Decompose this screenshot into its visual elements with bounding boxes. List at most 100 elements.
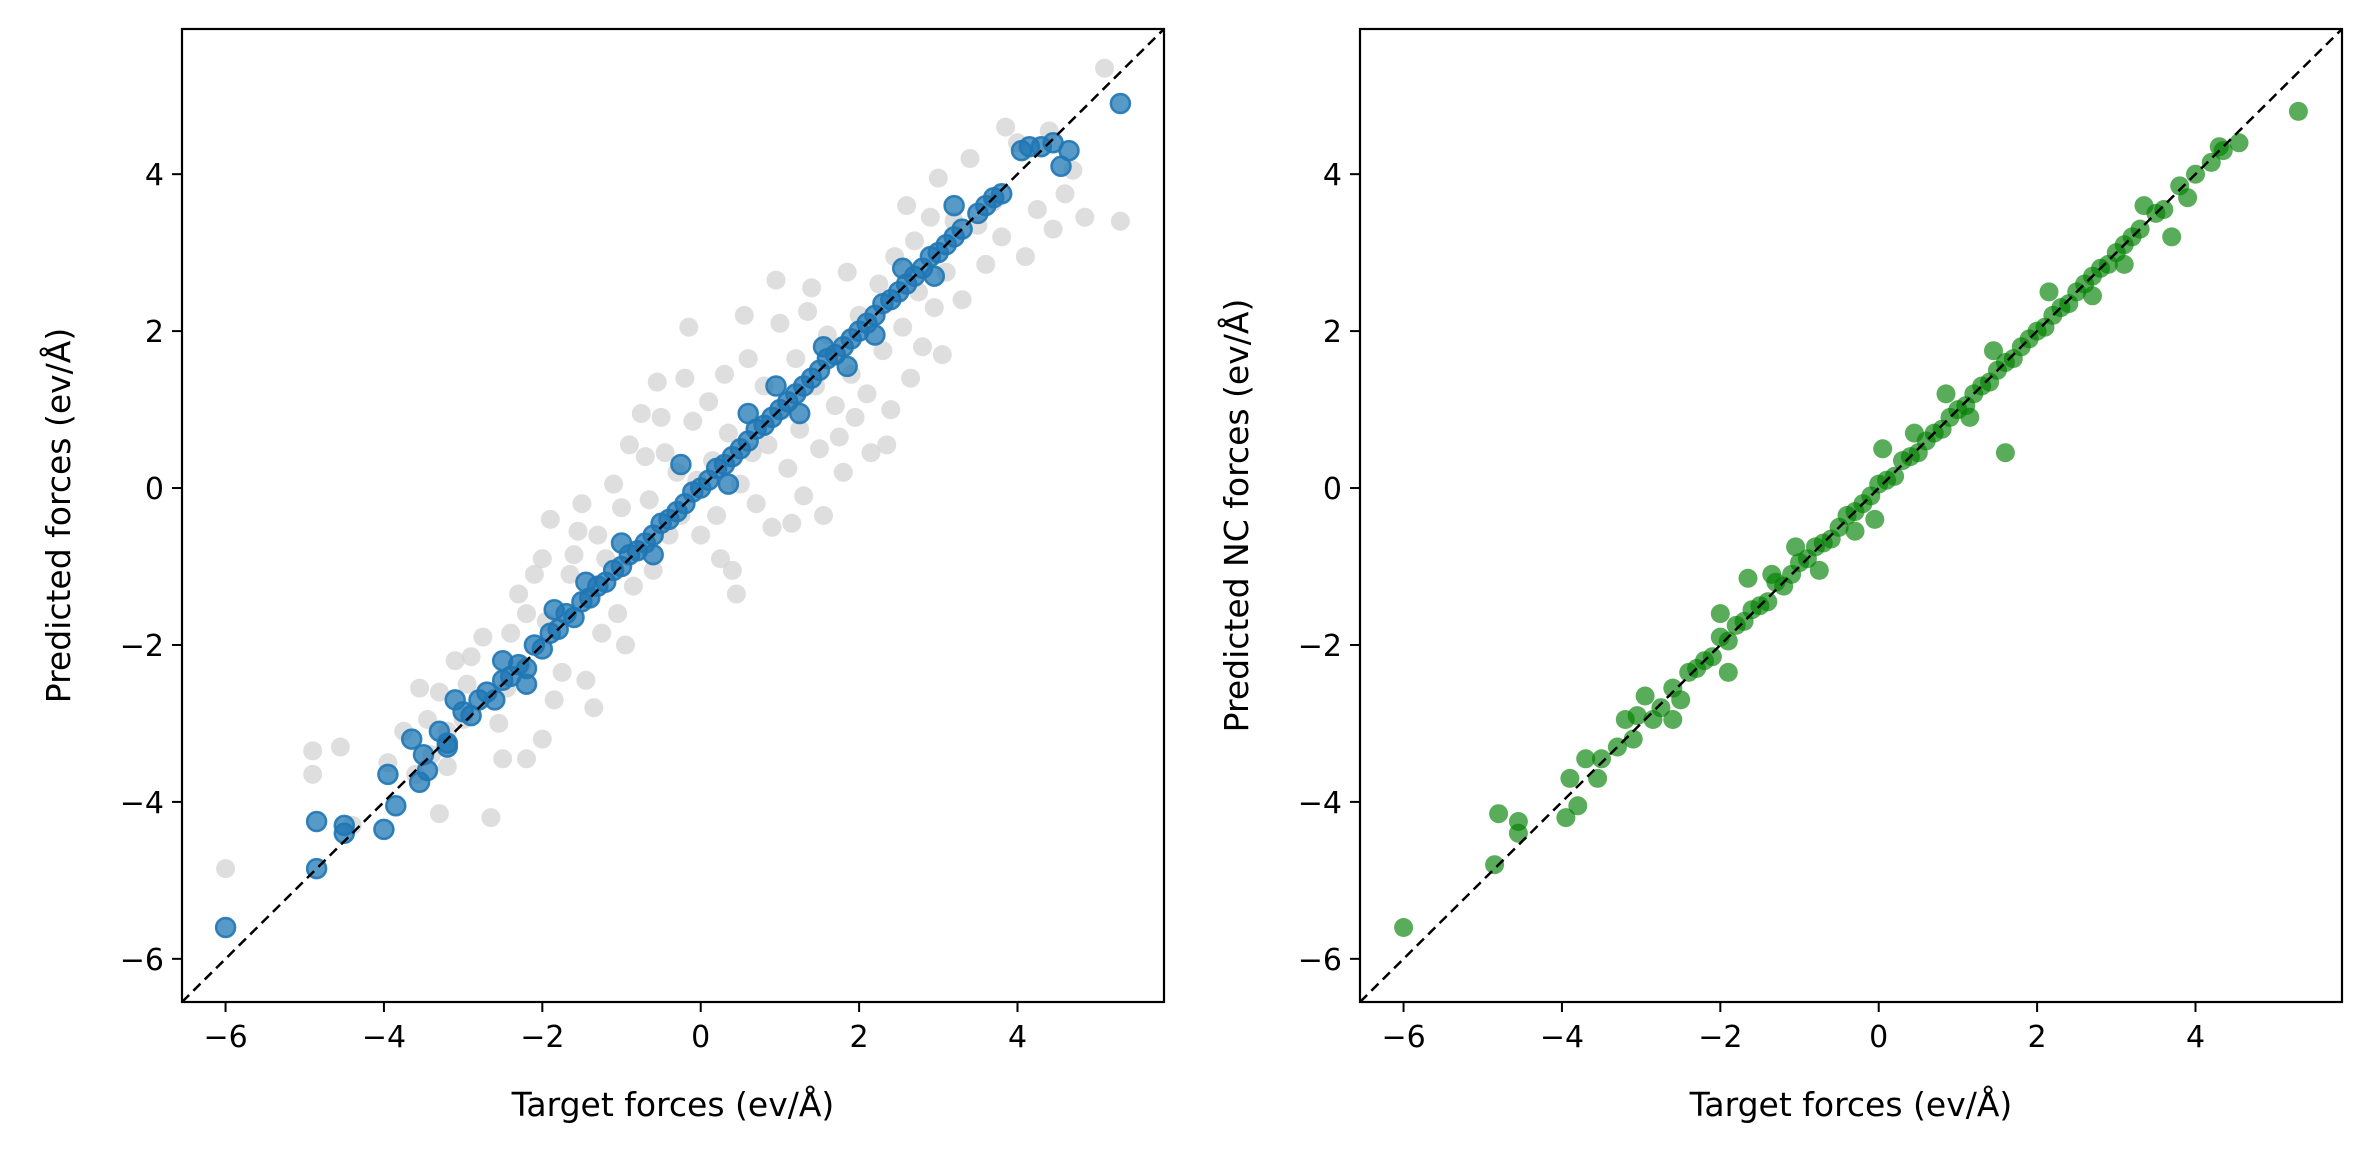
left-x-tick-label-1: −4 — [362, 1020, 406, 1055]
left-series-1-point-2 — [305, 810, 328, 833]
left-series-0-point-105 — [952, 290, 972, 310]
right-series-0-point-14 — [1627, 706, 1647, 726]
right-series-0-point-92 — [1873, 439, 1893, 459]
left-series-1-point-94 — [610, 532, 633, 554]
right-series-0-point-6 — [1560, 768, 1580, 788]
left-series-0-point-47 — [639, 490, 659, 510]
right-series-0-point-93 — [1995, 443, 2015, 463]
left-series-0-point-55 — [683, 411, 703, 431]
left-series-1-point-91 — [1109, 92, 1132, 115]
left-series-0-point-21 — [501, 623, 521, 643]
left-series-0-point-42 — [612, 498, 631, 518]
left-series-0-point-101 — [924, 298, 944, 318]
left-series-1-point-105 — [923, 265, 946, 287]
right-series-0-point-1 — [1485, 855, 1505, 875]
right-series-0-point-10 — [1592, 749, 1611, 769]
left-x-tick-label-3: 0 — [691, 1020, 710, 1055]
left-series-0-point-132 — [928, 168, 948, 188]
left-series-0-point-30 — [544, 690, 564, 710]
left-series-1-point-11 — [416, 759, 439, 782]
left-series-0-point-125 — [489, 713, 509, 733]
left-series-0-point-40 — [604, 474, 624, 494]
left-series-0-point-75 — [786, 349, 806, 369]
right-series-0-point-90 — [1710, 604, 1730, 624]
right-y-axis-label: Predicted NC forces (ev/Å) — [1216, 299, 1256, 733]
right-y-tick-label-1: −4 — [1298, 786, 1342, 821]
left-series-0-point-99 — [913, 337, 932, 357]
right-y-tick-label-0: −6 — [1298, 943, 1342, 978]
left-series-0-point-97 — [901, 368, 921, 388]
right-series-0-point-101 — [1936, 384, 1956, 404]
left-y-tick-label-3: 0 — [145, 472, 164, 507]
left-series-1-point-107 — [515, 673, 538, 695]
left-series-1-point-8 — [400, 728, 423, 750]
left-series-0-point-13 — [445, 651, 465, 671]
left-series-0-point-115 — [1043, 219, 1063, 239]
left-series-0-point-119 — [1095, 58, 1115, 78]
left-series-0-point-37 — [588, 525, 608, 545]
left-x-tick-label-4: 2 — [850, 1020, 869, 1055]
left-series-0-point-18 — [481, 808, 501, 828]
right-series-0-point-30 — [1758, 592, 1778, 612]
right-series-0-point-7 — [1568, 796, 1588, 816]
left-series-0-point-33 — [568, 521, 588, 541]
left-series-0-point-49 — [651, 407, 671, 427]
right-y-tick-label-3: 0 — [1323, 472, 1342, 507]
right-series-0-point-15 — [1635, 686, 1655, 706]
left-x-tick-label-5: 4 — [1008, 1020, 1027, 1055]
left-series-1-point-93 — [543, 598, 565, 621]
left-series-0-point-123 — [782, 513, 802, 533]
left-series-0-point-110 — [992, 227, 1012, 247]
right-series-0-point-25 — [1718, 631, 1738, 651]
left-series-0-point-15 — [457, 674, 477, 694]
left-series-0-point-43 — [619, 435, 639, 455]
right-series-0-point-98 — [1718, 662, 1738, 682]
right-series-0-point-19 — [1671, 690, 1691, 710]
left-series-0-point-41 — [608, 604, 628, 624]
left-y-tick-label-0: −6 — [120, 943, 164, 978]
right-series-0-point-9 — [1588, 768, 1608, 788]
right-series-0-point-8 — [1576, 749, 1596, 769]
left-series-0-point-31 — [552, 662, 572, 682]
left-series-1-point-84 — [990, 183, 1013, 205]
right-series-0-point-81 — [2162, 227, 2182, 247]
right-y-tick-label-5: 4 — [1323, 158, 1342, 193]
right-x-tick-label-5: 4 — [2186, 1020, 2205, 1055]
left-series-0-point-81 — [814, 506, 833, 525]
left-series-0-point-71 — [762, 517, 782, 537]
left-series-0-point-93 — [881, 400, 901, 420]
left-series-0-point-70 — [758, 435, 778, 455]
left-series-0-point-134 — [711, 549, 730, 569]
left-y-tick-label-4: 2 — [145, 315, 164, 350]
left-series-0-point-44 — [623, 576, 643, 596]
left-series-0-point-27 — [532, 549, 552, 569]
left-series-1-point-99 — [812, 336, 835, 358]
left-series-1-point-98 — [788, 402, 811, 425]
right-x-tick-label-3: 0 — [1869, 1020, 1888, 1055]
left-series-0-point-72 — [770, 313, 790, 333]
left-series-0-point-108 — [976, 254, 996, 274]
left-series-0-point-129 — [532, 729, 552, 749]
left-series-1-point-95 — [642, 543, 664, 566]
left-series-0-point-137 — [429, 804, 449, 824]
left-series-1-point-100 — [864, 324, 886, 346]
left-y-tick-label-5: 4 — [145, 158, 164, 193]
left-ticks: −6 −4 −2 0 2 4 −6 −4 −2 0 2 4 — [120, 158, 1027, 1055]
right-x-tick-label-1: −4 — [1540, 1020, 1584, 1055]
left-series-1-point-96 — [717, 473, 740, 495]
right-series-0-point-88 — [2229, 133, 2249, 153]
left-series-0-point-106 — [960, 149, 980, 168]
left-series-1-point-5 — [373, 818, 395, 841]
left-series-0-point-100 — [920, 207, 940, 227]
left-series-0-point-135 — [905, 231, 924, 251]
right-series-0-point-107 — [2114, 254, 2134, 274]
right-series-0-point-2 — [1489, 804, 1509, 824]
right-plot-frame — [1358, 27, 2344, 1004]
left-y-axis-label: Predicted forces (ev/Å) — [38, 328, 78, 703]
right-series-0-point-91 — [1762, 564, 1782, 584]
left-series-1-point-102 — [670, 453, 692, 476]
left-series-0-point-3 — [330, 737, 350, 757]
left-series-0-point-80 — [810, 439, 829, 459]
right-series-0-point-95 — [1904, 423, 1924, 443]
